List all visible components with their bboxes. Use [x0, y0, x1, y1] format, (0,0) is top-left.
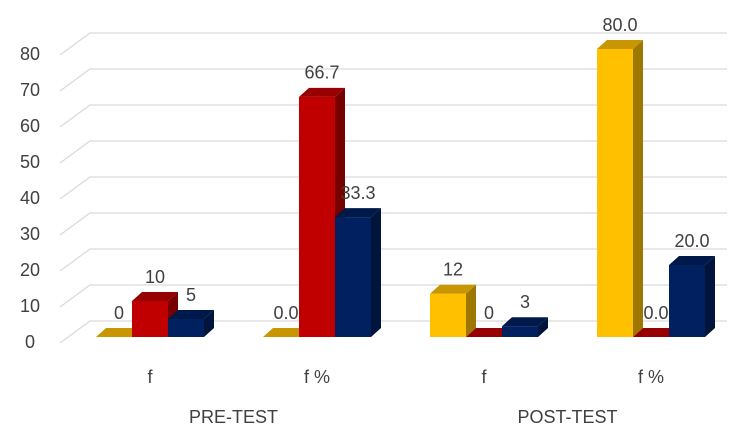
bar-top	[633, 328, 679, 337]
y-tick-label: 50	[20, 152, 40, 172]
bar-front	[299, 96, 335, 337]
bar-front	[168, 319, 204, 337]
y-tick-label: 30	[20, 224, 40, 244]
group-label: PRE-TEST	[189, 407, 278, 427]
y-tick-label: 70	[20, 80, 40, 100]
grid-line	[59, 212, 727, 236]
bar	[633, 328, 679, 337]
grid-line	[59, 140, 727, 164]
value-label: 80.0	[602, 15, 637, 35]
value-label: 20.0	[674, 231, 709, 251]
x-tick-label: f	[147, 367, 153, 387]
bar-front	[597, 49, 633, 337]
y-tick-label: 60	[20, 116, 40, 136]
bar	[466, 328, 512, 337]
value-label: 10	[145, 267, 165, 287]
grid-line	[59, 68, 727, 92]
value-label: 5	[186, 285, 196, 305]
bar	[96, 328, 142, 337]
y-tick-label: 20	[20, 260, 40, 280]
bar	[669, 256, 715, 337]
bar-top	[502, 317, 548, 327]
bar-top	[96, 328, 142, 337]
value-label: 66.7	[304, 63, 339, 83]
y-tick-label: 80	[20, 44, 40, 64]
grid-line	[59, 248, 727, 272]
bar-top	[597, 40, 643, 49]
x-tick-label: f	[481, 367, 487, 387]
bar	[502, 317, 548, 337]
x-tick-label: f %	[304, 367, 330, 387]
group-label: POST-TEST	[517, 407, 617, 427]
bar	[335, 208, 381, 337]
value-label: 3	[520, 292, 530, 312]
bar-front	[335, 217, 371, 337]
bar-front	[502, 326, 538, 337]
grid-line	[59, 284, 727, 308]
bar-front	[669, 265, 705, 337]
bar-top	[430, 284, 476, 294]
grid-line	[59, 176, 727, 200]
value-label: 33.3	[340, 183, 375, 203]
y-tick-label: 0	[25, 332, 35, 352]
bar-front	[430, 293, 466, 337]
bar-top	[132, 292, 178, 301]
grid-line	[59, 32, 727, 56]
bar-top	[299, 87, 345, 97]
grid-line	[59, 104, 727, 128]
bar-top	[335, 208, 381, 218]
bar-top	[168, 310, 214, 319]
bar	[132, 292, 178, 337]
value-label: 0	[484, 303, 494, 323]
bar-side	[705, 256, 715, 337]
value-label: 0.0	[643, 303, 668, 323]
bar-side	[466, 284, 476, 337]
value-label: 0	[114, 303, 124, 323]
bar-front	[132, 301, 168, 337]
bar	[597, 40, 643, 337]
bar	[168, 310, 214, 337]
bar-side	[538, 317, 548, 337]
bar	[430, 284, 476, 337]
y-tick-label: 40	[20, 188, 40, 208]
bar-top	[466, 328, 512, 337]
bar-side	[371, 208, 381, 337]
bar-top	[669, 256, 715, 265]
x-tick-label: f %	[638, 367, 664, 387]
y-tick-label: 10	[20, 296, 40, 316]
bar-top	[263, 328, 309, 337]
bar	[263, 328, 309, 337]
value-label: 12	[443, 260, 463, 280]
value-label: 0.0	[273, 303, 298, 323]
bar-side	[633, 40, 643, 337]
